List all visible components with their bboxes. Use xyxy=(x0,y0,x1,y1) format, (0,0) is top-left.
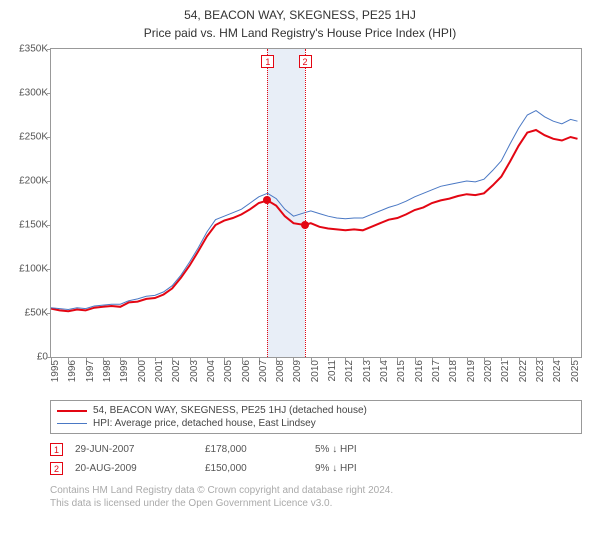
y-axis-label: £300K xyxy=(19,88,48,99)
legend-swatch xyxy=(57,423,87,424)
x-axis-label: 1999 xyxy=(119,360,130,382)
x-axis-label: 2011 xyxy=(327,360,338,382)
x-axis-label: 2012 xyxy=(344,360,355,382)
y-axis-label: £150K xyxy=(19,220,48,231)
x-axis-label: 2025 xyxy=(570,360,581,382)
x-axis-label: 2017 xyxy=(431,360,442,382)
footer-line: This data is licensed under the Open Gov… xyxy=(50,497,582,510)
annotation-date: 20-AUG-2009 xyxy=(75,463,205,474)
x-axis-label: 2022 xyxy=(518,360,529,382)
y-axis-label: £350K xyxy=(19,44,48,55)
legend-item: 54, BEACON WAY, SKEGNESS, PE25 1HJ (deta… xyxy=(57,404,575,417)
footer: Contains HM Land Registry data © Crown c… xyxy=(50,484,582,510)
legend-label: HPI: Average price, detached house, East… xyxy=(93,418,316,429)
marker-line xyxy=(305,49,306,357)
x-axis-label: 2018 xyxy=(448,360,459,382)
x-axis-label: 2005 xyxy=(223,360,234,382)
x-axis-label: 1998 xyxy=(102,360,113,382)
chart-subtitle: Price paid vs. HM Land Registry's House … xyxy=(10,26,590,40)
annotation-price: £150,000 xyxy=(205,463,315,474)
annotation-marker: 2 xyxy=(50,462,63,475)
x-axis-label: 2020 xyxy=(483,360,494,382)
legend-item: HPI: Average price, detached house, East… xyxy=(57,417,575,430)
x-axis-label: 2007 xyxy=(258,360,269,382)
x-axis-label: 2003 xyxy=(189,360,200,382)
annotation-row: 2 20-AUG-2009 £150,000 9% ↓ HPI xyxy=(50,459,582,478)
annotation-row: 1 29-JUN-2007 £178,000 5% ↓ HPI xyxy=(50,440,582,459)
x-axis-label: 1997 xyxy=(85,360,96,382)
x-axis-label: 2006 xyxy=(241,360,252,382)
x-axis-label: 2001 xyxy=(154,360,165,382)
x-axis-label: 1995 xyxy=(50,360,61,382)
y-axis-label: £200K xyxy=(19,176,48,187)
x-axis-label: 2000 xyxy=(137,360,148,382)
annotation-marker: 1 xyxy=(50,443,63,456)
x-axis-label: 2002 xyxy=(171,360,182,382)
annotation-delta: 5% ↓ HPI xyxy=(315,444,582,455)
legend: 54, BEACON WAY, SKEGNESS, PE25 1HJ (deta… xyxy=(50,400,582,434)
plot-area: £0£50K£100K£150K£200K£250K£300K£350K12 xyxy=(50,48,582,358)
x-axis-label: 2015 xyxy=(396,360,407,382)
x-axis-label: 2014 xyxy=(379,360,390,382)
chart-title: 54, BEACON WAY, SKEGNESS, PE25 1HJ xyxy=(10,8,590,22)
x-axis-label: 2019 xyxy=(466,360,477,382)
marker-label-box: 1 xyxy=(261,55,274,68)
annotation-table: 1 29-JUN-2007 £178,000 5% ↓ HPI 2 20-AUG… xyxy=(50,440,582,478)
x-axis-label: 2023 xyxy=(535,360,546,382)
legend-label: 54, BEACON WAY, SKEGNESS, PE25 1HJ (deta… xyxy=(93,405,367,416)
x-axis-label: 2009 xyxy=(292,360,303,382)
x-axis-labels: 1995 1996 1997 1998 1999 2000 2001 2002 2003 2004… xyxy=(50,358,582,396)
annotation-delta: 9% ↓ HPI xyxy=(315,463,582,474)
legend-swatch xyxy=(57,410,87,412)
x-axis-label: 2013 xyxy=(362,360,373,382)
x-axis-label: 2008 xyxy=(275,360,286,382)
sale-point xyxy=(301,221,309,229)
x-axis-label: 2024 xyxy=(552,360,563,382)
annotation-price: £178,000 xyxy=(205,444,315,455)
x-axis-label: 2010 xyxy=(310,360,321,382)
x-axis-label: 2021 xyxy=(500,360,511,382)
chart-container: 54, BEACON WAY, SKEGNESS, PE25 1HJ Price… xyxy=(0,0,600,514)
sale-point xyxy=(263,196,271,204)
series-line-price_paid xyxy=(51,130,578,311)
annotation-date: 29-JUN-2007 xyxy=(75,444,205,455)
line-layer xyxy=(51,49,581,357)
x-axis-label: 1996 xyxy=(67,360,78,382)
footer-line: Contains HM Land Registry data © Crown c… xyxy=(50,484,582,497)
x-axis-label: 2004 xyxy=(206,360,217,382)
marker-label-box: 2 xyxy=(299,55,312,68)
y-axis-label: £100K xyxy=(19,264,48,275)
y-axis-label: £250K xyxy=(19,132,48,143)
x-axis-label: 2016 xyxy=(414,360,425,382)
y-axis-label: £50K xyxy=(25,308,48,319)
series-line-hpi xyxy=(51,111,578,310)
